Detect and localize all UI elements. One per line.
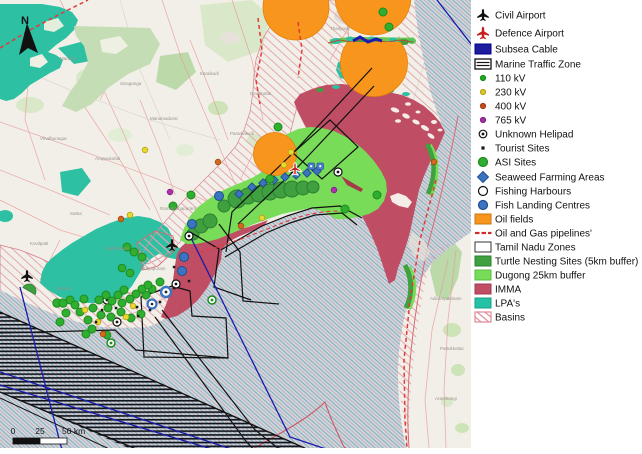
svg-text:Oil fields: Oil fields (495, 215, 533, 226)
svg-text:Sattur: Sattur (70, 211, 83, 216)
svg-text:Manamadurai: Manamadurai (150, 116, 178, 121)
svg-text:110 kV: 110 kV (495, 74, 526, 85)
svg-text:Paramakudi: Paramakudi (230, 131, 254, 136)
svg-text:Kovilpatti: Kovilpatti (30, 241, 48, 246)
svg-text:Devakottai: Devakottai (250, 91, 271, 96)
svg-text:Fish Landing Centres: Fish Landing Centres (495, 201, 590, 212)
svg-text:Defence Airport: Defence Airport (495, 29, 564, 40)
svg-text:50 km: 50 km (62, 426, 85, 436)
svg-text:Seaweed Farming Areas: Seaweed Farming Areas (495, 173, 605, 184)
svg-text:Pattukkottai: Pattukkottai (440, 346, 464, 351)
svg-text:Vilathikulam: Vilathikulam (105, 246, 129, 251)
svg-text:N: N (21, 15, 29, 27)
svg-text:Basins: Basins (495, 313, 525, 324)
svg-text:IMMA: IMMA (495, 285, 521, 296)
svg-text:LPA's: LPA's (495, 299, 520, 310)
svg-text:0: 0 (11, 426, 16, 436)
svg-text:Madurai: Madurai (60, 56, 76, 61)
svg-text:Tourist Sites: Tourist Sites (495, 144, 549, 155)
svg-text:Virudhunagar: Virudhunagar (40, 136, 67, 141)
svg-text:ASI Sites: ASI Sites (495, 158, 536, 169)
svg-text:400 kV: 400 kV (495, 102, 526, 113)
svg-text:Thanjavur: Thanjavur (330, 26, 351, 31)
svg-text:Sivaganga: Sivaganga (120, 81, 142, 86)
svg-text:230 kV: 230 kV (495, 88, 526, 99)
svg-text:Ettayapuram: Ettayapuram (140, 266, 166, 271)
svg-text:Subsea Cable: Subsea Cable (495, 45, 558, 56)
svg-text:Unknown Helipad: Unknown Helipad (495, 130, 573, 141)
svg-text:Marine Traffic Zone: Marine Traffic Zone (495, 60, 581, 71)
svg-text:765 kV: 765 kV (495, 116, 526, 127)
svg-text:Aruppukottai: Aruppukottai (95, 156, 120, 161)
svg-text:Tamil Nadu Zones: Tamil Nadu Zones (495, 243, 576, 254)
svg-text:Oil and Gas pipelines': Oil and Gas pipelines' (495, 229, 592, 240)
svg-text:Karaikudi: Karaikudi (200, 71, 219, 76)
svg-text:Dugong 25km buffer: Dugong 25km buffer (495, 271, 586, 282)
svg-text:Turtle Nesting Sites (5km buff: Turtle Nesting Sites (5km buffer) (495, 257, 638, 268)
svg-text:Aranthangi: Aranthangi (435, 396, 457, 401)
svg-text:Tuticorin: Tuticorin (55, 286, 73, 291)
svg-text:Fishing Harbours: Fishing Harbours (495, 187, 571, 198)
svg-text:Adirampattinam: Adirampattinam (430, 296, 462, 301)
svg-text:Ramanathapuram: Ramanathapuram (160, 206, 196, 211)
svg-text:Civil Airport: Civil Airport (495, 11, 546, 22)
svg-text:25: 25 (35, 426, 45, 436)
